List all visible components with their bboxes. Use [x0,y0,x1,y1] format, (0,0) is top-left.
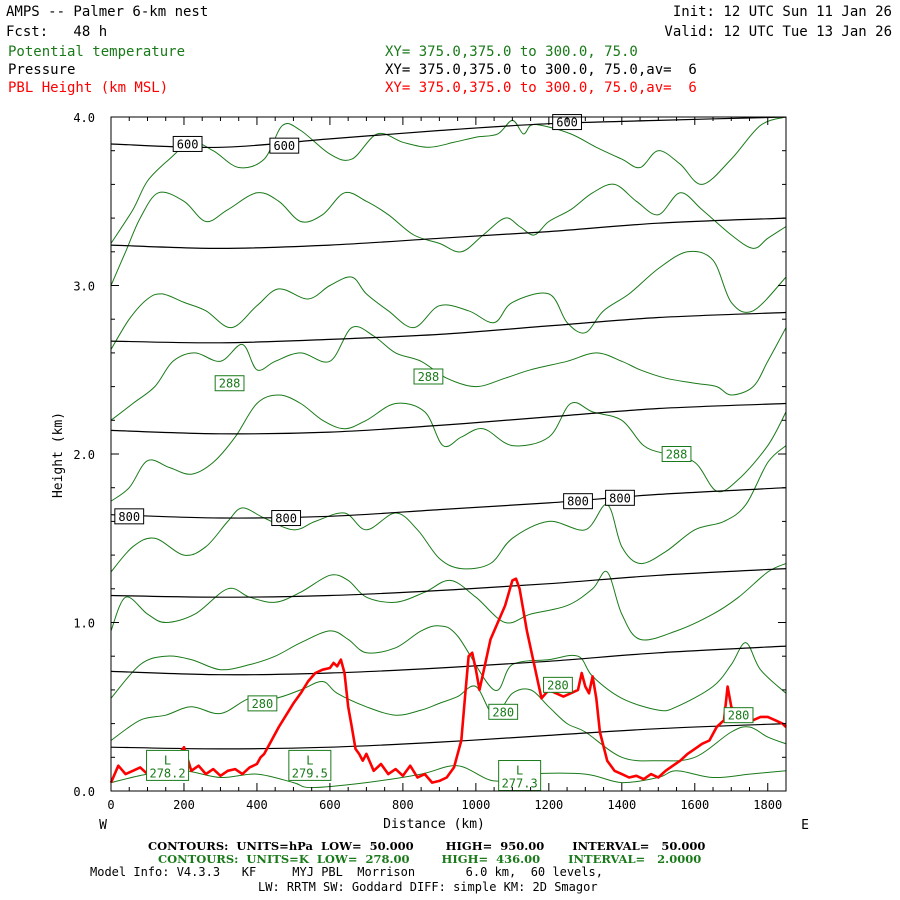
pressure-contour-800 [111,487,786,519]
footer-physics: LW: RRTM SW: Goddard DIFF: simple KM: 2D… [258,880,598,894]
x-tick-label: 1600 [680,798,709,812]
footer-model-info: Model Info: V4.3.3 KF MYJ PBL Morrison 6… [90,865,603,879]
theta-label-280-box [723,707,754,724]
x-tick-label: 1000 [461,798,490,812]
pressure-contour-900 [111,645,786,676]
low-center-letter: L [164,753,171,767]
theta-contour-294 [111,183,786,286]
theta-label-280: 280 [492,705,514,719]
pressure-label-600: 600 [273,139,295,153]
x-tick-label: 400 [246,798,268,812]
pressure-contour-850 [111,568,786,598]
x-tick-label: 1400 [607,798,636,812]
field-xy-pbl: XY= 375.0,375.0 to 300.0, 75.0,av= 6 [385,80,697,96]
pressure-label-800-box [605,489,635,506]
theta-label-288-box [661,446,692,462]
pbl-height-line [109,577,787,784]
theta-label-280-box [488,703,519,720]
init-time: Init: 12 UTC Sun 11 Jan 26 [672,4,892,20]
low-center-box [288,749,332,781]
footer-contours-theta: CONTOURS: UNITS=K LOW= 278.00 HIGH= 436.… [158,852,702,866]
pressure-label-600-box [552,114,582,131]
pressure-label-600: 600 [177,137,199,151]
pressure-label-600-box [269,137,300,154]
pressure-contour-600 [111,117,786,149]
low-center-value: 278.2 [149,766,185,780]
x-tick-label: 600 [319,798,341,812]
theta-label-280: 280 [728,709,750,723]
theta-contour-282 [111,625,786,712]
plot-title: AMPS -- Palmer 6-km nest [6,4,209,20]
theta-label-280: 280 [252,697,274,711]
pressure-label-800-box [271,510,302,527]
pressure-contour-650 [111,217,786,250]
theta-label-280-box [247,695,278,712]
theta-contour-284 [111,563,786,641]
low-center-value: 277.3 [502,777,538,791]
low-center-box [146,749,190,781]
field-xy-theta: XY= 375.0,375.0 to 300.0, 75.0 [385,44,638,60]
west-end-label: W [99,818,107,833]
field-xy-pressure: XY= 375.0,375.0 to 300.0, 75.0,av= 6 [385,62,697,78]
east-end-label: E [801,818,809,833]
field-name-pressure: Pressure [8,62,76,78]
x-tick-label: 1800 [753,798,782,812]
theta-label-288: 288 [666,448,688,462]
x-axis-label: Distance (km) [383,817,485,832]
pressure-contour-750 [111,402,786,435]
theta-contour-290 [111,326,786,421]
y-axis-label: Height (km) [51,412,66,498]
low-center-letter: L [306,753,313,767]
axes: 0 200 400 600 800 1000 1200 1400 1600 1800 0.0 1.0 2… [73,111,787,812]
theta-contour-286 [111,445,786,573]
pressure-label-800-box [563,493,593,510]
pressure-contour-950 [111,723,786,750]
pressure-label-600-box [172,135,203,152]
y-tick-label: 0.0 [73,785,95,799]
theta-label-280-box [543,676,573,693]
pressure-label-800: 800 [609,491,631,505]
pressure-label-800: 800 [567,495,589,509]
x-tick-label: 0 [107,798,114,812]
pressure-contour-700 [111,311,786,344]
theta-label-280: 280 [547,678,569,692]
low-center-value: 279.5 [292,766,328,780]
low-center-letter: L [516,764,523,778]
field-name-pbl: PBL Height (km MSL) [8,80,169,96]
theta-contour-280 [111,680,786,762]
footer-contours-pressure: CONTOURS: UNITS=hPa LOW= 50.000 HIGH= 95… [148,839,706,853]
forecast-hour: Fcst: 48 h [6,24,108,40]
y-tick-label: 3.0 [73,280,95,294]
valid-time: Valid: 12 UTC Tue 13 Jan 26 [664,24,892,40]
y-tick-label: 1.0 [73,617,95,631]
pbl-height-series [109,577,787,784]
y-tick-label: 4.0 [73,111,95,125]
field-name-theta: Potential temperature [8,44,186,60]
x-tick-label: 800 [392,798,414,812]
theta-label-288: 288 [418,370,440,384]
theta-contour-296 [111,117,786,244]
theta-contour-292 [111,250,786,350]
y-tick-label: 2.0 [73,448,95,462]
theta-contour-278 [111,765,786,789]
contour-labels: 600 600 600 800 800 800 800 288 288 288 280 280 280 2… [114,114,754,792]
theta-label-288: 288 [219,377,241,391]
low-center-box [498,760,542,792]
pressure-label-600: 600 [556,116,578,130]
pressure-contours [111,117,786,750]
theta-label-288-box [413,368,444,385]
theta-label-288-box [214,375,245,392]
pressure-label-800: 800 [275,512,297,526]
x-tick-label: 1200 [534,798,563,812]
x-tick-label: 200 [173,798,195,812]
pressure-label-800-box [114,508,145,525]
pressure-label-800: 800 [118,510,140,524]
